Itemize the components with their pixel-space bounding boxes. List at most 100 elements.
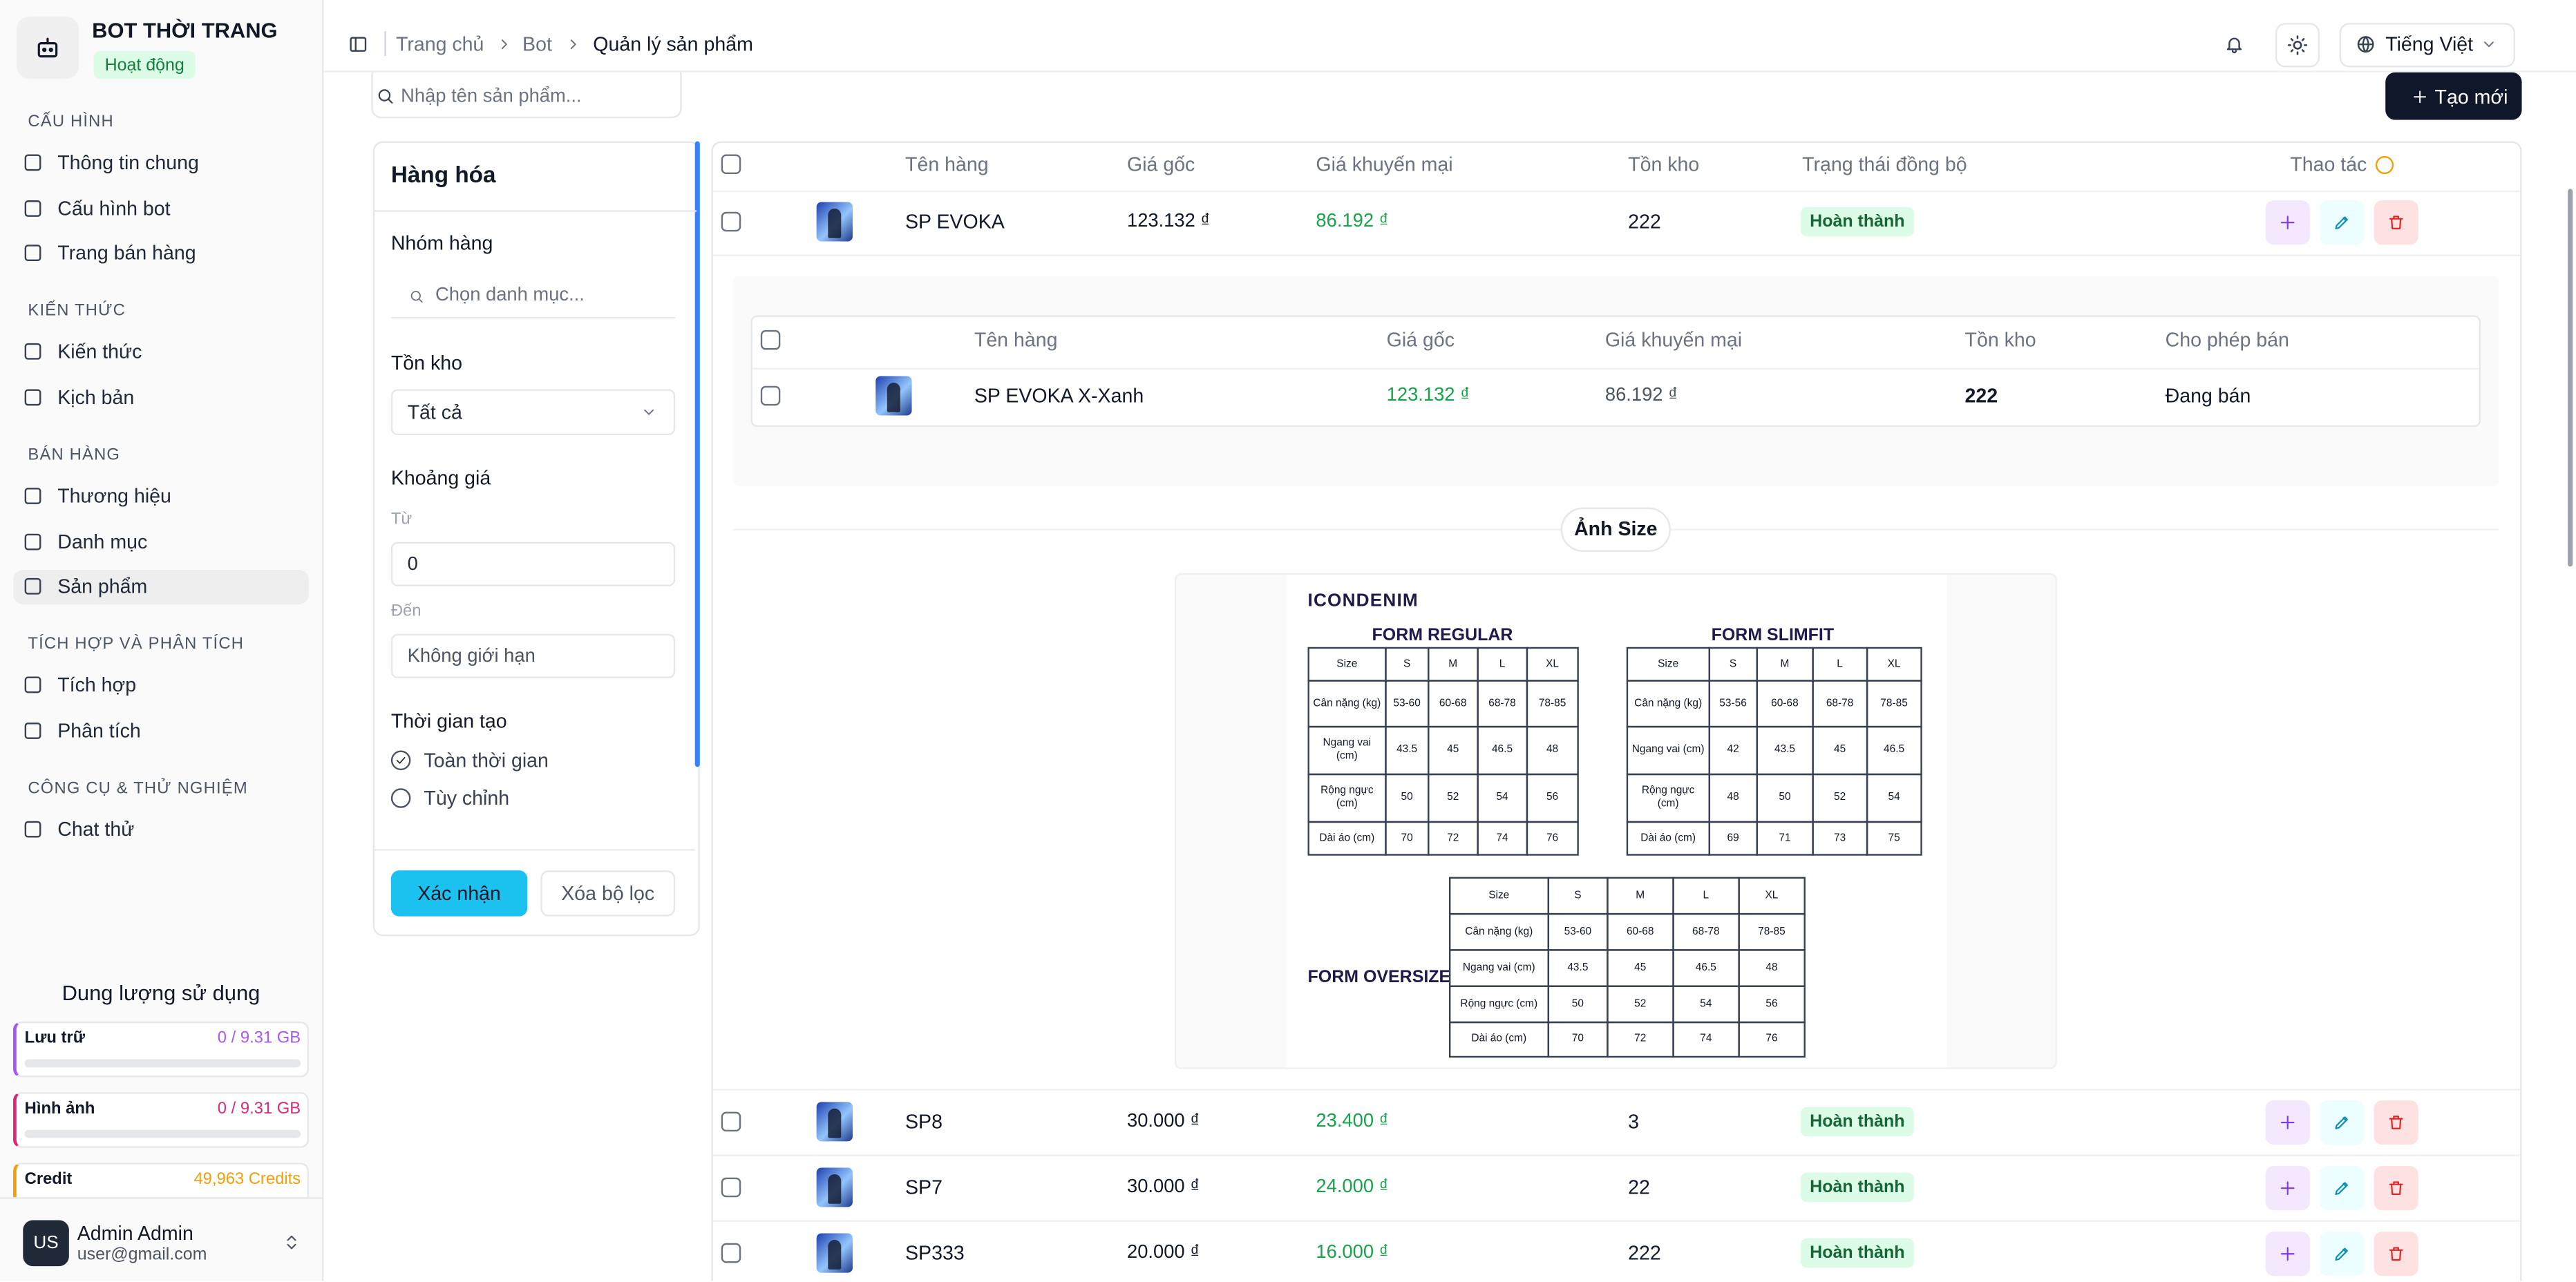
group-input[interactable] — [390, 274, 676, 319]
nav-icon — [24, 199, 41, 216]
delete-button[interactable] — [2374, 1099, 2418, 1144]
edit-button[interactable] — [2320, 1230, 2365, 1276]
nav-icon — [24, 577, 41, 595]
confirm-button[interactable] — [390, 870, 528, 917]
radio[interactable] — [390, 788, 411, 808]
size-cell: Rộng ngực (cm) — [1307, 773, 1387, 823]
language-button[interactable] — [2339, 23, 2516, 68]
size-cell: L — [1812, 647, 1868, 682]
clear-button[interactable] — [540, 870, 676, 917]
row-checkbox[interactable] — [721, 1177, 741, 1198]
size-cell: 78-85 — [1738, 912, 1806, 951]
product-stock: 3 — [1628, 1110, 1640, 1133]
edit-button[interactable] — [2320, 199, 2365, 245]
nav-section-title: BÁN HÀNG — [28, 446, 121, 465]
usage-title: Dung lượng sử dụng — [61, 980, 261, 1006]
variant-cell: 123.132 ₫ — [1386, 385, 1470, 406]
nav-icon — [24, 488, 41, 504]
status-label: Hoàn thành — [1810, 1177, 1905, 1198]
plus-icon — [2412, 88, 2428, 105]
nav-icon — [24, 533, 41, 550]
size-cell: 73 — [1812, 821, 1868, 856]
create-button[interactable] — [2385, 72, 2522, 120]
size-cell: 60-68 — [1607, 912, 1674, 951]
product-sale-price: 24.000 ₫ — [1316, 1177, 1389, 1198]
breadcrumb-item[interactable]: Bot — [522, 32, 552, 56]
nav-label: Trang bán hàng — [57, 241, 196, 265]
select-all-checkbox[interactable] — [721, 154, 741, 175]
status-badge — [1800, 1172, 1914, 1203]
usage-label: Credit — [24, 1171, 73, 1189]
delete-button[interactable] — [2374, 199, 2418, 245]
theme-button[interactable] — [2275, 23, 2320, 68]
size-cell: 46.5 — [1866, 725, 1922, 775]
row-divider — [712, 1220, 2521, 1222]
nav-icon — [24, 245, 41, 262]
product-stock: 222 — [1628, 210, 1661, 233]
size-cell: S — [1708, 647, 1758, 682]
thumbnail-figure — [828, 1108, 842, 1138]
filter-scrollbar — [694, 141, 700, 767]
nav-label: Sản phẩm — [57, 575, 148, 598]
nav-icon — [24, 388, 41, 405]
size-cell: 69 — [1708, 821, 1758, 856]
edit-button[interactable] — [2320, 1165, 2365, 1210]
chevron-down — [641, 404, 657, 421]
size-cell: M — [1428, 647, 1479, 682]
nav-section-title: KIẾN THỨC — [28, 302, 126, 320]
size-cell: 43.5 — [1547, 949, 1609, 987]
price-to-input[interactable] — [390, 633, 676, 678]
size-cell: 43.5 — [1385, 725, 1429, 775]
row-checkbox[interactable] — [721, 211, 741, 232]
row-checkbox[interactable] — [760, 385, 781, 406]
status-badge — [1800, 1238, 1914, 1268]
variant-cell: 86.192 ₫ — [1604, 385, 1678, 406]
size-cell: 53-60 — [1547, 912, 1609, 951]
filter-title: Hàng hóa — [390, 160, 496, 188]
radio-label: Toàn thời gian — [424, 749, 549, 772]
clear-label: Xóa bộ lọc — [561, 881, 655, 906]
select-all-checkbox[interactable] — [760, 329, 781, 350]
row-checkbox[interactable] — [721, 1111, 741, 1132]
search-icon — [409, 289, 424, 303]
product-price: 30.000 ₫ — [1126, 1177, 1200, 1198]
variant-cell: SP EVOKA X-Xanh — [974, 384, 1144, 408]
nav-icon — [24, 343, 41, 360]
variants-table — [750, 315, 2481, 428]
sidebar-toggle[interactable] — [348, 35, 368, 55]
variant-cell: Đang bán — [2165, 384, 2251, 408]
sun-icon — [2287, 35, 2309, 56]
product-price: 20.000 ₫ — [1126, 1243, 1200, 1263]
size-cell: 42 — [1708, 725, 1758, 775]
size-cell: 54 — [1672, 985, 1740, 1023]
row-checkbox[interactable] — [721, 1243, 741, 1263]
filter-panel — [372, 141, 700, 937]
size-cell: Cân nặng (kg) — [1626, 680, 1710, 727]
size-cell: 45 — [1812, 725, 1868, 775]
size-cell: XL — [1738, 877, 1806, 915]
radio[interactable] — [390, 750, 411, 771]
delete-button[interactable] — [2374, 1230, 2418, 1276]
breadcrumb-item[interactable]: Trang chủ — [395, 32, 484, 56]
size-cell: 50 — [1756, 773, 1814, 823]
delete-icon — [2387, 1113, 2405, 1131]
product-price: 123.132 ₫ — [1126, 211, 1211, 232]
product-stock: 222 — [1628, 1241, 1661, 1265]
size-cell: 45 — [1607, 949, 1674, 987]
price-from-input[interactable] — [390, 542, 676, 586]
nav-item[interactable] — [13, 570, 309, 604]
notification-button[interactable] — [2224, 35, 2244, 55]
breadcrumb-chevron — [565, 36, 582, 52]
nav-icon — [24, 821, 41, 838]
stock-select[interactable] — [390, 389, 676, 436]
input-label: Từ — [390, 510, 413, 529]
edit-icon — [2333, 1244, 2351, 1262]
edit-button[interactable] — [2320, 1099, 2365, 1144]
usage-value: 0 / 9.31 GB — [217, 1100, 301, 1119]
delete-button[interactable] — [2374, 1165, 2418, 1210]
plus-icon — [2279, 213, 2297, 231]
column-header: Tồn kho — [1964, 328, 2036, 352]
size-cell: M — [1607, 877, 1674, 915]
breadcrumb-chevron — [496, 36, 513, 52]
size-cell: 76 — [1526, 821, 1579, 856]
